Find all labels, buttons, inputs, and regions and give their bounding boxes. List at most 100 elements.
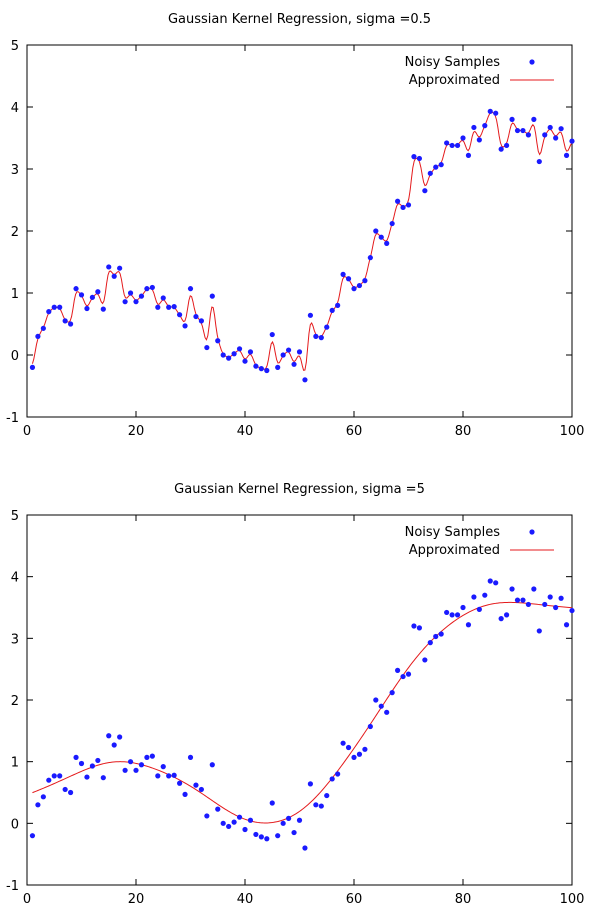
noisy-sample-point <box>411 154 417 160</box>
noisy-sample-point <box>487 578 493 584</box>
noisy-sample-point <box>569 138 575 144</box>
noisy-sample-point <box>258 366 264 372</box>
noisy-sample-point <box>138 293 145 299</box>
noisy-sample-point <box>46 777 52 783</box>
noisy-sample-point <box>531 116 537 122</box>
noisy-sample-point <box>106 733 112 739</box>
x-tick-label: 60 <box>346 424 363 439</box>
legend-marker-noisy-samples <box>529 59 535 65</box>
noisy-sample-point <box>258 834 264 840</box>
noisy-sample-point <box>351 286 357 292</box>
noisy-sample-point <box>226 355 232 361</box>
noisy-sample-point <box>460 135 466 141</box>
noisy-sample-point <box>253 831 259 838</box>
x-tick-label: 0 <box>23 892 31 907</box>
noisy-sample-point <box>73 286 79 292</box>
noisy-sample-point <box>182 323 188 329</box>
y-tick-label: -1 <box>6 879 19 894</box>
noisy-sample-point <box>422 188 428 194</box>
y-tick-label: 0 <box>11 349 19 364</box>
noisy-sample-point <box>340 740 346 746</box>
noisy-sample-point <box>182 791 188 797</box>
noisy-sample-point <box>525 132 532 138</box>
noisy-sample-point <box>378 703 384 709</box>
noisy-sample-point <box>89 294 95 300</box>
noisy-sample-point <box>536 158 542 165</box>
noisy-sample-point <box>269 331 275 338</box>
noisy-sample-point <box>362 278 368 284</box>
noisy-sample-point <box>133 299 139 305</box>
y-tick-label: -1 <box>6 411 19 426</box>
noisy-sample-point <box>416 155 422 162</box>
noisy-sample-point <box>111 273 117 279</box>
noisy-sample-point <box>35 802 41 808</box>
noisy-sample-point <box>122 299 128 305</box>
noisy-sample-point <box>51 304 57 310</box>
noisy-sample-point <box>160 764 166 770</box>
noisy-sample-point <box>242 826 248 833</box>
noisy-sample-point <box>454 612 461 618</box>
y-tick-label: 4 <box>11 571 19 586</box>
noisy-sample-point <box>144 754 150 760</box>
regression-chart-sigma-5: Gaussian Kernel Regression, sigma =5 -1 0 1… <box>6 482 585 907</box>
approximated-curve <box>31 111 572 371</box>
noisy-sample-point <box>531 586 537 592</box>
noisy-sample-point <box>68 321 74 327</box>
noisy-sample-point <box>351 754 357 760</box>
noisy-sample-point <box>46 309 52 315</box>
noisy-sample-point <box>389 690 395 696</box>
noisy-sample-point <box>280 820 286 826</box>
noisy-sample-point <box>193 313 199 320</box>
y-tick-label: 2 <box>11 694 19 709</box>
noisy-sample-point <box>286 347 292 353</box>
noisy-sample-point <box>553 604 559 611</box>
noisy-sample-point <box>558 595 564 601</box>
noisy-sample-point <box>62 786 68 793</box>
noisy-sample-point <box>242 358 248 364</box>
noisy-sample-point <box>542 132 548 138</box>
noisy-sample-point <box>138 762 145 768</box>
noisy-sample-point <box>51 773 57 779</box>
noisy-sample-point <box>198 318 204 324</box>
x-tick-label: 100 <box>560 424 585 439</box>
noisy-sample-point <box>498 616 504 622</box>
noisy-sample-point <box>166 304 172 310</box>
noisy-sample-point <box>127 290 134 296</box>
noisy-sample-point <box>149 284 155 291</box>
noisy-sample-point <box>449 612 455 618</box>
noisy-sample-point <box>318 335 324 341</box>
noisy-sample-point <box>449 142 455 149</box>
noisy-sample-point <box>340 271 346 277</box>
noisy-sample-point <box>177 780 183 786</box>
noisy-sample-point <box>296 349 303 355</box>
noisy-sample-point <box>231 819 237 825</box>
legend-label-approximated: Approximated <box>409 73 500 88</box>
x-tick-label: 100 <box>560 892 585 907</box>
noisy-sample-point <box>78 292 85 298</box>
noisy-sample-point <box>536 628 542 634</box>
noisy-sample-point <box>117 265 123 271</box>
noisy-sample-point <box>553 135 559 141</box>
noisy-sample-point <box>166 773 172 779</box>
noisy-sample-point <box>204 344 210 351</box>
noisy-sample-point <box>275 833 281 839</box>
noisy-sample-point <box>504 142 510 149</box>
noisy-sample-point <box>264 367 270 374</box>
noisy-sample-point <box>444 609 450 616</box>
noisy-sample-point <box>95 289 101 295</box>
noisy-sample-point <box>367 723 373 730</box>
noisy-sample-point <box>520 597 526 603</box>
noisy-sample-point <box>29 364 36 370</box>
noisy-sample-point <box>220 352 226 358</box>
noisy-sample-point <box>362 746 368 752</box>
noisy-sample-point <box>313 802 319 808</box>
x-tick-label: 0 <box>23 424 31 439</box>
noisy-sample-point <box>405 671 412 677</box>
noisy-sample-point <box>40 794 46 800</box>
noisy-sample-point <box>427 170 433 176</box>
noisy-sample-point <box>280 352 286 358</box>
noisy-sample-point <box>563 152 570 158</box>
noisy-sample-point <box>384 240 390 246</box>
noisy-sample-point <box>438 162 444 168</box>
legend-label-noisy-samples: Noisy Samples <box>405 525 501 540</box>
